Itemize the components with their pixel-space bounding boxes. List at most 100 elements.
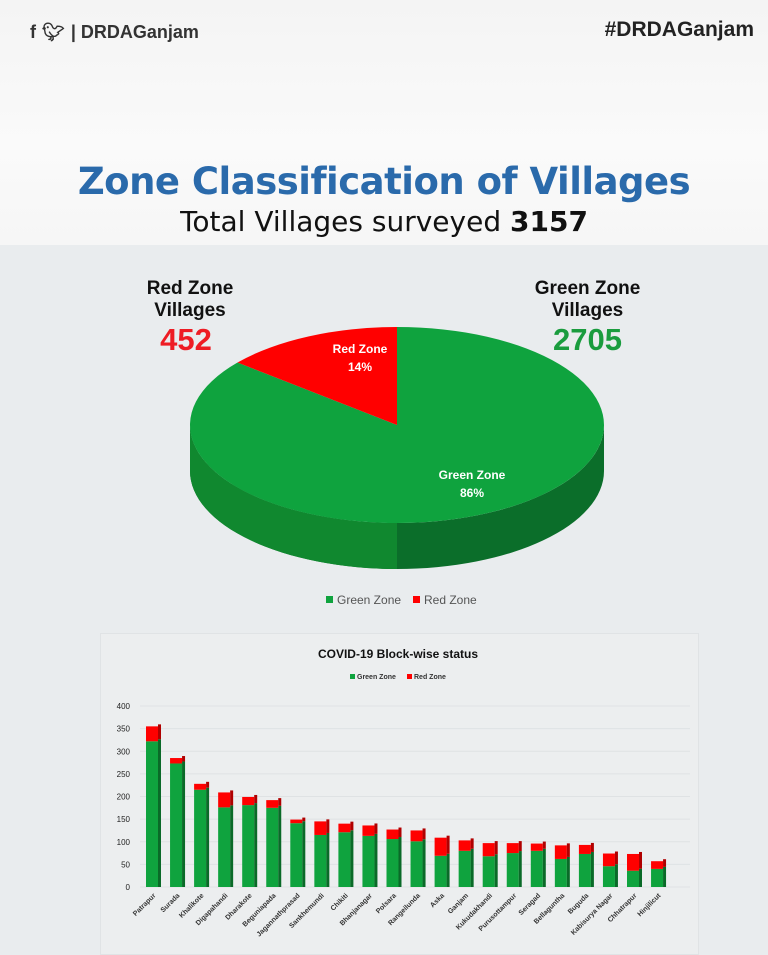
bar-green-Aska (434, 855, 447, 887)
bar-green-side (566, 856, 570, 887)
bar-red-Buguda (578, 844, 591, 854)
x-tick-label: Seragad (518, 892, 542, 916)
bar-red-side (494, 841, 498, 855)
bar-red-Aska (434, 837, 447, 856)
bar-green-side (278, 805, 282, 887)
legend-red-zone: Red Zone (414, 674, 446, 681)
bar-green-Purusottampur (506, 853, 519, 887)
bar-green-Dharakote (242, 805, 255, 887)
bar-green-side (350, 830, 354, 887)
bar-red-Patrapur (146, 726, 158, 742)
x-tick-label: Buguda (567, 892, 590, 915)
green-zone-label-line2: Villages (551, 300, 624, 321)
bar-red-Ganjam (458, 840, 471, 851)
x-tick-label: Chikiti (330, 892, 350, 912)
bar-red-Chhatrapur (627, 853, 639, 871)
bar-red-Kabisurya Nagar (602, 853, 615, 867)
bar-red-side (158, 724, 161, 740)
red-zone-count: 452 (160, 322, 212, 357)
y-tick-label: 150 (117, 815, 131, 824)
red-zone-label: Red Zone Villages (130, 278, 250, 322)
bar-red-side (639, 851, 642, 869)
bar-green-side (663, 866, 667, 887)
pie-label-red-name: Red Zone (333, 342, 388, 356)
bar-green-side (182, 761, 186, 887)
bar-green-Hinjilicut (651, 868, 664, 887)
green-zone-label-line1: Green Zone (534, 278, 641, 299)
total-villages: 3157 (510, 205, 588, 238)
bar-green-side (470, 848, 474, 887)
x-tick-label: Polsara (375, 892, 398, 915)
y-tick-label: 0 (126, 883, 131, 892)
bar-green-Chhatrapur (627, 870, 639, 887)
green-zone-count: 2705 (553, 322, 622, 357)
pie-label-green-pct: 86% (460, 486, 484, 500)
bar-red-side (518, 841, 522, 852)
legend-swatch-green (350, 674, 355, 679)
bar-green-side (542, 848, 546, 887)
page-title: Zone Classification of Villages (77, 160, 691, 203)
bar-green-Sankhemundi (314, 834, 327, 887)
y-tick-label: 50 (121, 860, 130, 869)
bar-green-Digapahandi (218, 807, 231, 887)
bar-green-side (639, 868, 642, 887)
bar-green-side (302, 821, 306, 887)
legend-red-zone: Red Zone (424, 593, 477, 607)
bar-green-side (422, 839, 426, 887)
pie-side-front (190, 425, 397, 569)
bar-red-side (374, 823, 378, 834)
bar-green-Khalikote (194, 789, 207, 887)
bar-red-Digapahandi (218, 792, 231, 808)
legend-swatch-green (326, 596, 333, 603)
x-tick-label: Patrapur (132, 892, 157, 917)
social-bar: f 🐦︎ | DRDAGanjam (30, 22, 199, 43)
bar-red-side (398, 827, 402, 838)
bar-green-side (614, 864, 618, 887)
header-banner (0, 0, 768, 245)
bar-green-Seragad (530, 850, 543, 887)
bar-red-side (206, 781, 210, 788)
bar-green-Bellaguntha (554, 858, 567, 887)
bar-green-Rangeilunda (410, 841, 423, 887)
x-tick-label: Surada (160, 892, 182, 914)
y-tick-label: 400 (117, 702, 131, 711)
bar-red-Bellaguntha (554, 845, 567, 859)
subtitle-text: Total Villages surveyed (180, 205, 502, 238)
bar-green-Patrapur (146, 741, 158, 887)
hashtag: #DRDAGanjam (604, 18, 754, 41)
bar-green-side (326, 832, 330, 887)
green-zone-label: Green Zone Villages (520, 278, 655, 322)
red-zone-label-line1: Red Zone (146, 278, 234, 299)
legend-swatch-red (413, 596, 420, 603)
bar-green-side (446, 853, 450, 887)
x-tick-label: Ganjam (447, 892, 470, 915)
bar-red-side (446, 835, 450, 854)
pie-label-red-pct: 14% (348, 360, 372, 374)
bar-red-side (470, 838, 474, 849)
bar-green-Polsara (386, 839, 399, 887)
bar-red-Beguniapada (266, 800, 279, 808)
bar-green-side (374, 833, 378, 887)
facebook-icon[interactable]: f (30, 22, 36, 42)
bar-red-Rangeilunda (410, 830, 423, 842)
bar-red-side (614, 851, 618, 865)
bar-green-Jagannathprasad (290, 823, 303, 887)
bar-red-Purusottampur (506, 843, 519, 854)
bar-green-side (518, 851, 522, 887)
bar-red-side (566, 843, 570, 857)
bar-green-Buguda (578, 853, 591, 887)
bar-red-side (182, 756, 186, 762)
bar-red-Surada (170, 758, 183, 764)
bar-red-Polsara (386, 829, 399, 840)
bar-red-side (350, 821, 354, 831)
twitter-icon[interactable]: 🐦︎ (42, 22, 65, 42)
bar-red-Kukudakhandi (482, 843, 495, 857)
pie-slice-red-zone (237, 326, 397, 425)
bar-red-side (422, 828, 426, 840)
x-tick-label: Aska (429, 892, 446, 909)
legend-swatch-red (407, 674, 412, 679)
subtitle: Total Villages surveyed 3157 (0, 205, 768, 238)
bar-green-side (158, 739, 161, 887)
bar-green-side (398, 837, 402, 887)
bar-green-side (590, 851, 594, 887)
